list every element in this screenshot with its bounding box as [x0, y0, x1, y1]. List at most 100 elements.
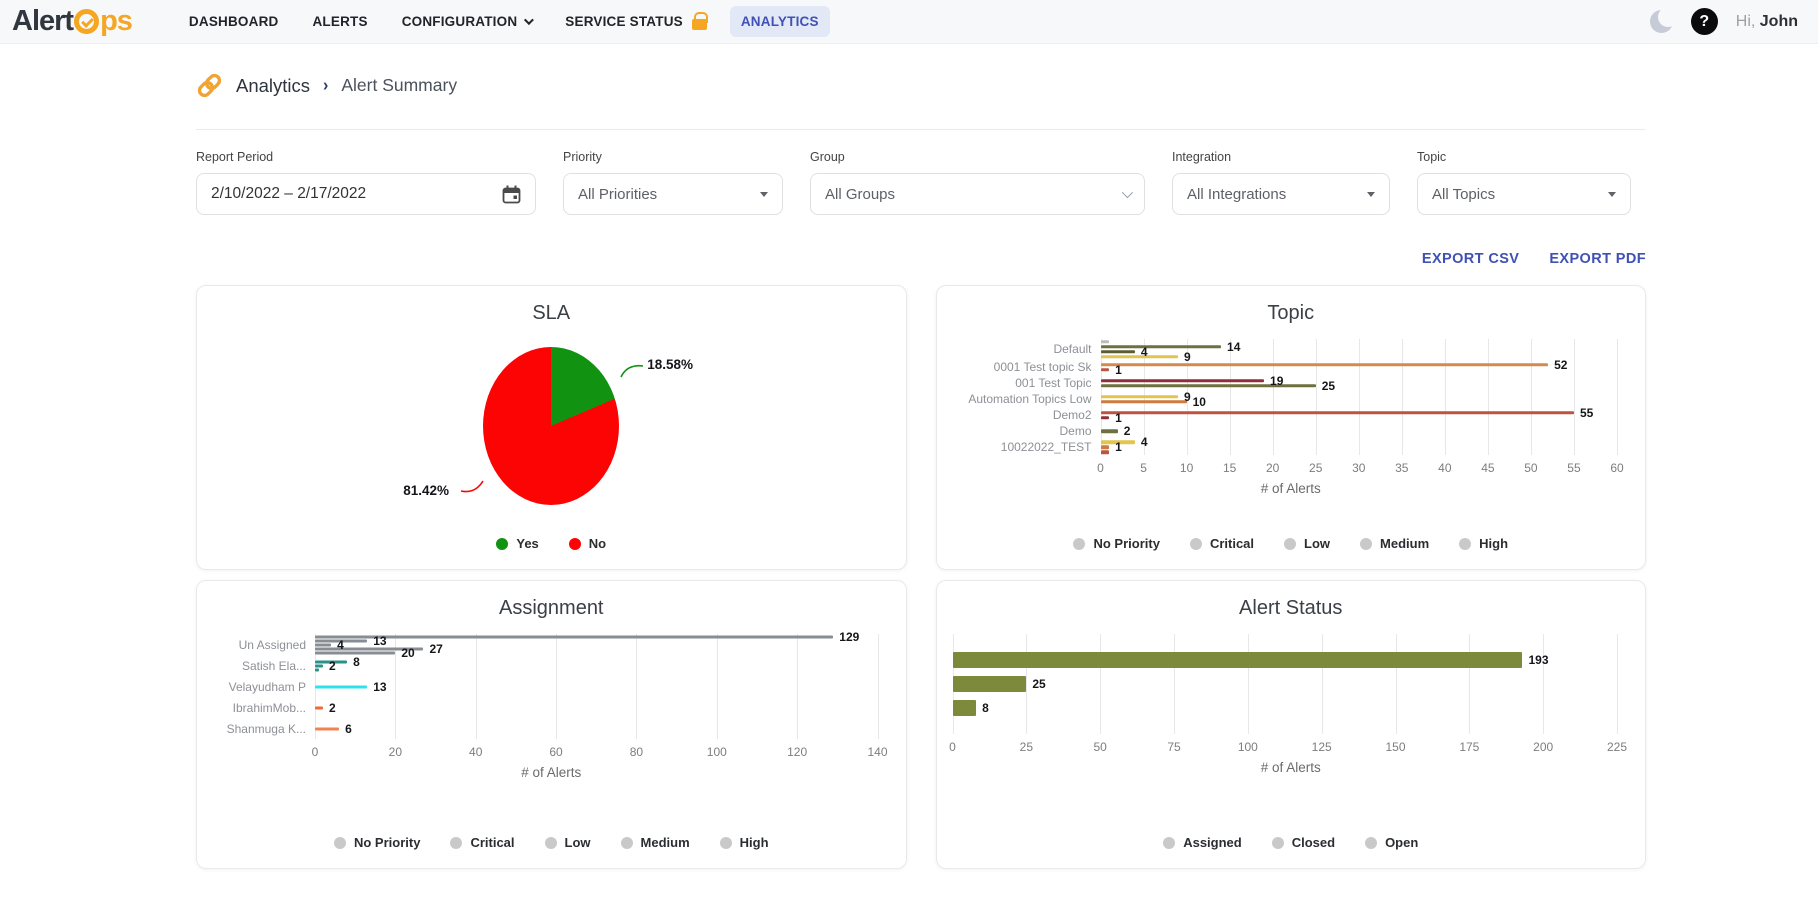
bar-value-label: 129	[839, 629, 860, 644]
gridline	[1229, 339, 1231, 455]
bar-value-label: 14	[1227, 339, 1241, 354]
legend-item-high[interactable]: High	[1459, 536, 1508, 551]
bar-value-label: 193	[1528, 653, 1549, 667]
legend-dot-icon	[544, 836, 557, 849]
nav-item-analytics[interactable]: ANALYTICS	[729, 6, 830, 37]
category-label: IbrahimMob...	[232, 700, 306, 715]
bar-row	[1100, 450, 1618, 455]
filter-label: Integration	[1172, 150, 1232, 164]
bar-row: 20	[315, 646, 878, 660]
chart-legend: Assigned Closed Open	[937, 835, 1646, 850]
bar-group: 52 1	[1100, 358, 1618, 377]
filter-report-period: Report Period 2/10/2022 – 2/17/2022	[196, 150, 536, 215]
legend-item-medium[interactable]: Medium	[620, 835, 690, 850]
legend-label: Assigned	[1183, 835, 1242, 850]
gridline	[1315, 339, 1317, 455]
category-label: Satish Ela...	[241, 658, 306, 673]
legend-label: No Priority	[1093, 536, 1160, 551]
legend-item-low[interactable]: Low	[544, 835, 591, 850]
calendar-icon	[502, 185, 521, 204]
legend-label: Medium	[640, 835, 690, 850]
x-axis-ticks: 0 25 50 75 100 125 150 175 200 225	[949, 740, 1627, 756]
breadcrumb-current-page: Alert Summary	[341, 75, 458, 95]
bar-value-label: 27	[429, 641, 443, 656]
category-label: Shanmuga K...	[226, 721, 306, 736]
gridline	[1186, 339, 1188, 455]
nav-item-dashboard[interactable]: DASHBOARD	[178, 6, 290, 37]
legend-item-assigned[interactable]: Assigned	[1163, 835, 1242, 850]
x-tick-label: 40	[469, 745, 483, 759]
category-label: Demo2	[1052, 408, 1092, 422]
breadcrumb-analytics-link[interactable]: Analytics	[236, 74, 311, 96]
category-label: Default	[1053, 342, 1092, 356]
legend-dot-icon	[333, 836, 346, 849]
filter-report-period-input[interactable]: 2/10/2022 – 2/17/2022	[196, 173, 536, 215]
legend-item-medium[interactable]: Medium	[1360, 536, 1429, 551]
gridline	[797, 634, 799, 739]
nav-item-service-status[interactable]: SERVICE STATUS	[554, 5, 718, 38]
bar-value-label: 4	[1140, 344, 1148, 359]
filter-label: Priority	[563, 150, 602, 164]
filter-group-select[interactable]: All Groups	[810, 173, 1145, 215]
x-tick-label: 80	[629, 745, 644, 759]
nav-item-label: ALERTS	[312, 14, 368, 29]
legend-item-critical[interactable]: Critical	[450, 835, 515, 850]
x-tick-label: 100	[706, 745, 727, 759]
sla-chart-card: SLA 18.58% 81.42% Yes No	[196, 285, 907, 570]
bar	[315, 685, 368, 688]
bar-row: 10	[1100, 395, 1618, 409]
bar-row: 6	[315, 722, 878, 736]
nav-item-configuration[interactable]: CONFIGURATION	[391, 6, 543, 37]
legend-item-closed[interactable]: Closed	[1271, 835, 1336, 850]
bar-value-label: 20	[401, 645, 415, 660]
bar-chart: 193 25 8	[951, 634, 1632, 734]
x-tick-label: 50	[1524, 461, 1538, 475]
gridline	[1543, 634, 1545, 734]
bar-value-label: 25	[1321, 378, 1336, 393]
lock-icon	[691, 12, 709, 30]
bar	[1100, 339, 1110, 344]
gridline	[1617, 339, 1618, 455]
gridline	[1272, 339, 1274, 455]
legend-item-open[interactable]: Open	[1365, 835, 1418, 850]
charts-grid: SLA 18.58% 81.42% Yes No Topic Default 0001 Te…	[196, 285, 1646, 869]
legend-dot-icon	[719, 836, 732, 849]
help-icon[interactable]: ?	[1690, 8, 1718, 35]
x-tick-label: 20	[1265, 461, 1280, 475]
gridline	[1401, 339, 1403, 455]
nav-item-alerts[interactable]: ALERTS	[301, 6, 378, 37]
filter-integration-select[interactable]: All Integrations	[1172, 173, 1390, 215]
legend-item-critical[interactable]: Critical	[1189, 536, 1254, 551]
bar-row: 14	[1100, 340, 1618, 354]
x-tick-label: 5	[1140, 461, 1147, 475]
chart-legend: No Priority Critical Low Medium High	[937, 536, 1646, 551]
legend-item-no[interactable]: No	[568, 536, 606, 551]
bar	[1100, 378, 1265, 383]
filter-priority-select[interactable]: All Priorities	[563, 173, 783, 215]
filter-label: Topic	[1417, 150, 1447, 164]
legend-label: Closed	[1291, 835, 1336, 850]
x-axis-title: # of Alerts	[521, 765, 582, 780]
x-tick-label: 0	[1097, 461, 1104, 475]
x-tick-label: 40	[1438, 461, 1452, 475]
alertops-logo[interactable]: Alert ps	[12, 5, 133, 38]
export-csv-button[interactable]: EXPORT CSV	[1421, 251, 1520, 267]
filter-topic-select[interactable]: All Topics	[1417, 173, 1631, 215]
dark-mode-toggle-icon[interactable]	[1649, 7, 1678, 33]
legend-item-yes[interactable]: Yes	[496, 536, 539, 551]
gridline	[1617, 634, 1618, 734]
legend-item-low[interactable]: Low	[1284, 536, 1330, 551]
bar-row	[1100, 339, 1618, 344]
legend-item-no-priority[interactable]: No Priority	[1073, 536, 1160, 551]
export-pdf-button[interactable]: EXPORT PDF	[1549, 251, 1646, 267]
bar-chart: Default 0001 Test topic Sk 001 Test Topic A…	[951, 339, 1632, 455]
legend-item-no-priority[interactable]: No Priority	[333, 835, 420, 850]
bar-group: 129 13 4 27 20	[315, 630, 878, 660]
bar-row: 8	[315, 655, 878, 669]
x-tick-label: 20	[388, 745, 403, 759]
category-label: 001 Test Topic	[1015, 376, 1092, 390]
bar-row: 4	[1100, 435, 1618, 449]
gridline	[877, 634, 879, 739]
gridline	[556, 634, 558, 739]
legend-item-high[interactable]: High	[719, 835, 769, 850]
